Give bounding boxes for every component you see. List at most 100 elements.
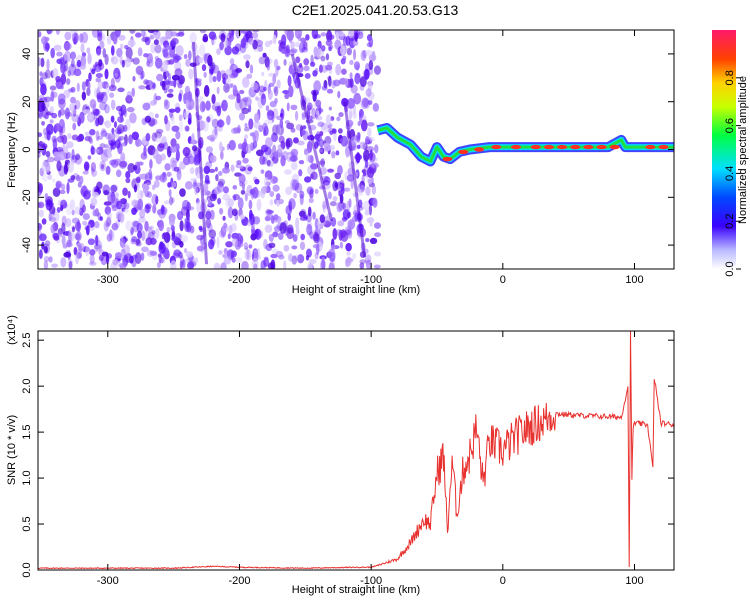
noise-speckle: [278, 254, 285, 260]
noise-speckle: [86, 47, 91, 54]
noise-speckle: [121, 207, 126, 212]
noise-speckle: [46, 58, 50, 71]
noise-speckle: [356, 31, 364, 40]
noise-speckle: [196, 234, 204, 241]
noise-speckle: [179, 160, 186, 170]
snr-line: [38, 331, 674, 570]
noise-speckle: [147, 30, 155, 34]
noise-speckle: [64, 60, 68, 72]
noise-speckle: [60, 199, 68, 209]
noise-speckle: [130, 226, 134, 235]
noise-speckle: [109, 159, 117, 166]
noise-speckle: [52, 68, 59, 80]
noise-speckle: [102, 48, 107, 58]
noise-speckle: [183, 247, 188, 254]
noise-speckle: [106, 233, 113, 242]
noise-speckle: [69, 199, 76, 210]
noise-speckle: [78, 244, 83, 253]
noise-speckle: [367, 100, 373, 105]
noise-speckle: [87, 81, 91, 90]
noise-speckle: [256, 39, 264, 47]
noise-speckle: [71, 32, 80, 44]
noise-speckle: [79, 33, 84, 43]
noise-speckle: [233, 126, 241, 134]
noise-speckle: [55, 183, 62, 188]
noise-speckle: [297, 254, 302, 261]
noise-speckle: [41, 218, 47, 225]
x-axis-label: Height of straight line (km): [292, 284, 420, 296]
noise-speckle: [99, 216, 103, 221]
noise-speckle: [300, 129, 306, 136]
noise-speckle: [277, 232, 284, 241]
y-tick-label: 40: [21, 48, 33, 60]
noise-speckle: [247, 166, 253, 172]
y-axis-multiplier: (x10⁴): [6, 315, 18, 345]
noise-speckle: [52, 138, 58, 151]
noise-speckle: [348, 198, 352, 208]
noise-speckle: [201, 64, 207, 72]
noise-speckle: [68, 230, 75, 243]
noise-speckle: [258, 124, 264, 133]
noise-speckle: [228, 224, 233, 235]
noise-speckle: [178, 114, 183, 122]
noise-speckle: [85, 245, 90, 257]
noise-speckle: [64, 31, 72, 41]
noise-speckle: [165, 30, 173, 40]
noise-speckle: [335, 39, 340, 45]
noise-streak: [290, 53, 334, 222]
noise-speckle: [294, 30, 302, 39]
noise-speckle: [357, 121, 362, 127]
noise-speckle: [136, 222, 143, 233]
noise-speckle: [298, 62, 303, 68]
noise-speckle: [223, 186, 229, 194]
noise-speckle: [337, 164, 343, 176]
noise-speckle: [293, 192, 297, 199]
noise-speckle: [127, 190, 131, 199]
noise-speckle: [124, 57, 131, 68]
trace-peak: [557, 144, 568, 150]
noise-speckle: [202, 33, 209, 43]
noise-speckle: [220, 103, 225, 109]
noise-speckle: [288, 85, 294, 98]
noise-speckle: [303, 65, 310, 72]
noise-speckle: [233, 194, 237, 201]
noise-speckle: [373, 222, 382, 229]
noise-speckle: [61, 235, 66, 246]
noise-speckle: [368, 204, 373, 216]
noise-speckle: [249, 64, 254, 75]
y-tick-label: 1.5: [21, 424, 33, 439]
noise-speckle: [356, 183, 365, 193]
noise-speckle: [320, 158, 326, 168]
noise-speckle: [273, 86, 279, 97]
noise-speckle: [123, 109, 128, 118]
noise-speckle: [238, 112, 246, 121]
noise-speckle: [248, 209, 253, 220]
noise-speckle: [82, 109, 91, 115]
noise-speckle: [137, 198, 144, 211]
x-tick-label: -100: [360, 575, 382, 587]
noise-speckle: [308, 197, 314, 204]
noise-streak: [343, 101, 367, 258]
noise-speckle: [312, 211, 316, 220]
noise-speckle: [94, 221, 100, 229]
noise-speckle: [369, 149, 373, 161]
noise-speckle: [138, 216, 146, 223]
noise-speckle: [364, 160, 369, 168]
noise-speckle: [115, 169, 122, 178]
noise-speckle: [284, 93, 290, 100]
noise-speckle: [142, 183, 149, 195]
noise-speckle: [213, 186, 221, 195]
noise-speckle: [203, 85, 210, 97]
noise-speckle: [207, 54, 213, 67]
noise-speckle: [226, 115, 231, 126]
noise-speckle: [116, 200, 123, 210]
noise-speckle: [352, 252, 357, 260]
noise-speckle: [262, 122, 268, 131]
noise-speckle: [77, 181, 82, 188]
noise-speckle: [69, 102, 75, 112]
noise-speckle: [217, 171, 223, 177]
noise-speckle: [244, 192, 248, 202]
noise-speckle: [360, 184, 366, 193]
noise-speckle: [292, 234, 298, 242]
noise-speckle: [157, 253, 162, 258]
